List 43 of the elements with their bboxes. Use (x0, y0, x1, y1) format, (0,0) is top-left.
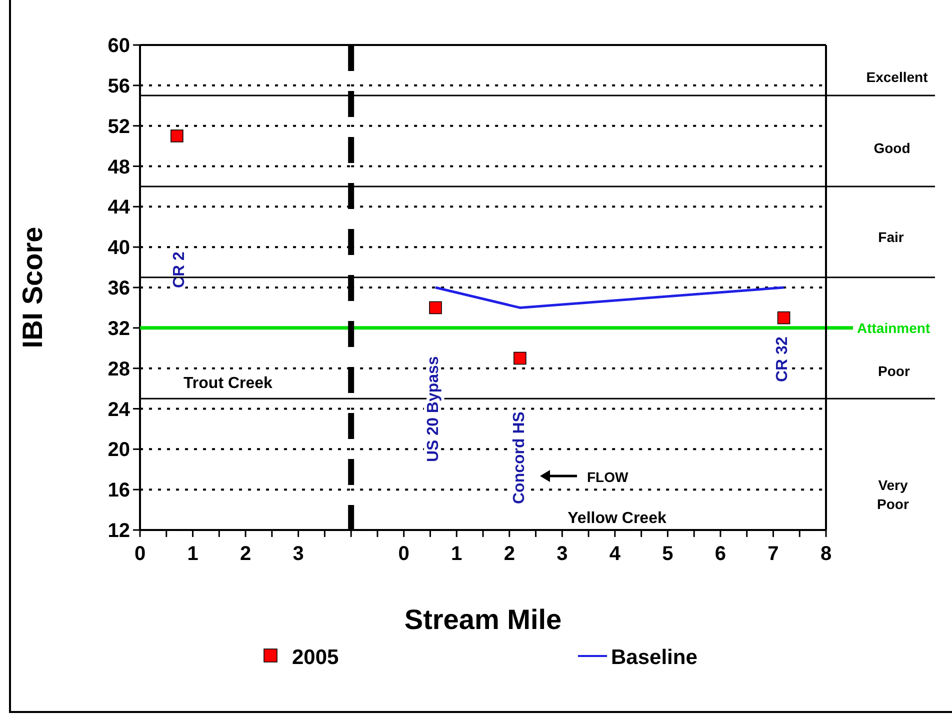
x-tick-label: 7 (768, 543, 779, 565)
x-tick-label: 2 (240, 543, 252, 565)
x-tick-label: 8 (820, 543, 832, 565)
y-tick-label: 60 (108, 35, 130, 57)
x-tick-label: 6 (714, 543, 726, 565)
annotation: CR 32 (774, 336, 791, 382)
text: Fair (878, 229, 904, 245)
x-tick-label: 5 (662, 543, 674, 565)
x-tick-label: 1 (187, 543, 198, 565)
x-tick-label: 4 (609, 543, 622, 565)
y-tick-label: 12 (108, 520, 130, 542)
y-tick-label: 28 (108, 358, 130, 380)
x-tick-label: 2 (504, 543, 515, 565)
ref-line-label: Attainment (857, 320, 930, 336)
legend-label: 2005 (292, 646, 340, 669)
x-tick-label: 3 (292, 543, 304, 565)
x-axis-title: Stream Mile (404, 604, 562, 635)
annotation: CR 2 (171, 251, 188, 288)
y-tick-label: 20 (108, 439, 130, 462)
text: Good (874, 140, 910, 156)
y-tick-label: 44 (108, 196, 131, 219)
y-tick-label: 40 (108, 237, 130, 260)
y-tick-label: 32 (108, 318, 130, 340)
x-tick-label: 0 (398, 543, 410, 565)
annotation: Trout Creek (184, 375, 273, 392)
text: Poor (878, 363, 910, 379)
y-tick-label: 16 (108, 480, 130, 502)
y-axis-title: IBI Score (17, 226, 48, 348)
x-tick-label: 1 (451, 543, 462, 565)
annotation: Concord HS (511, 411, 528, 504)
legend-label: Baseline (611, 646, 698, 669)
text: Excellent (866, 69, 928, 85)
annotation: Yellow Creek (568, 510, 666, 527)
y-tick-label: 48 (108, 156, 130, 178)
y-tick-label: 36 (108, 278, 130, 300)
x-tick-label: 3 (556, 543, 568, 565)
annotation: US 20 Bypass (425, 356, 442, 462)
y-tick-label: 56 (108, 75, 130, 98)
y-tick-label: 52 (108, 116, 130, 138)
annotation: FLOW (587, 469, 629, 485)
text: Very Poor (877, 477, 910, 512)
y-tick-label: 24 (108, 398, 131, 421)
x-tick-label: 0 (134, 543, 146, 565)
